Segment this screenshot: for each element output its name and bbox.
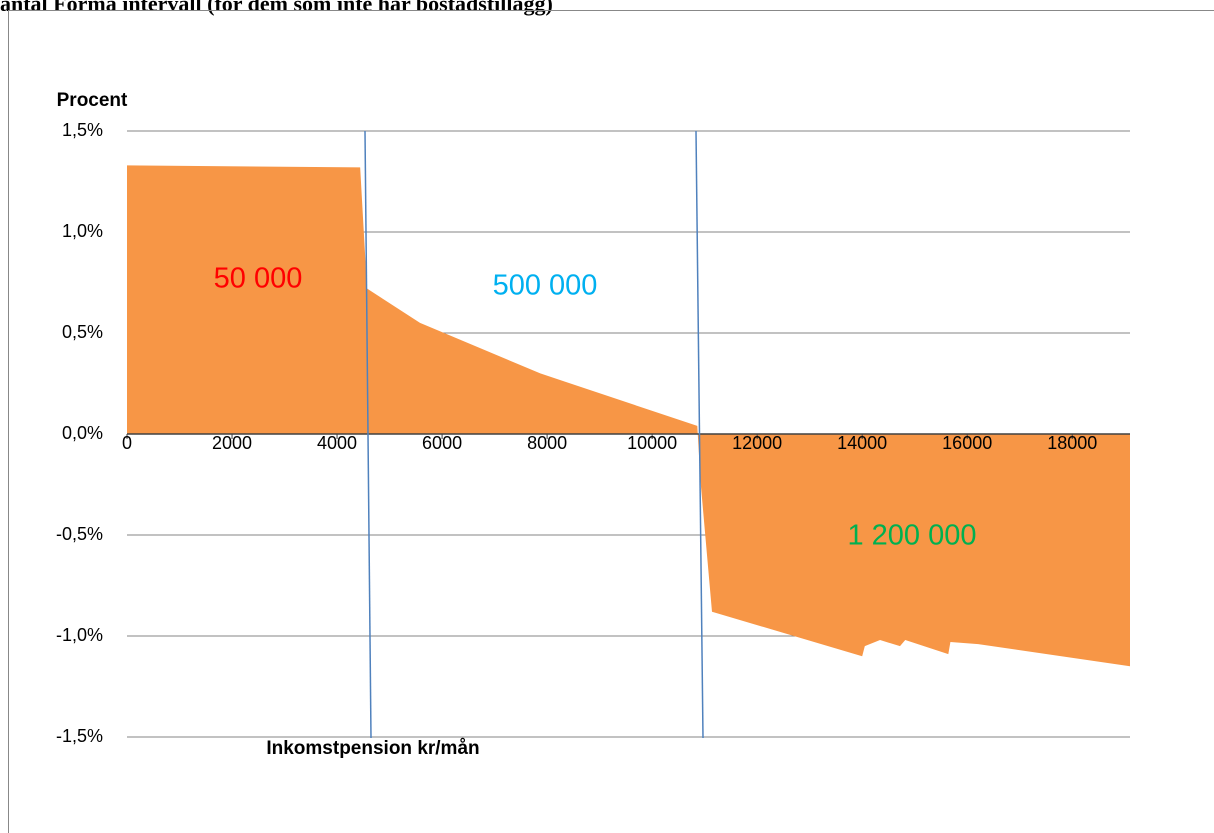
x-axis-title: Inkomstpension kr/mån bbox=[266, 738, 479, 759]
y-tick-label: 1,5% bbox=[62, 120, 103, 140]
y-tick-label: 1,0% bbox=[62, 221, 103, 241]
y-axis-title: Procent bbox=[57, 90, 128, 111]
x-tick-label: 18000 bbox=[1047, 433, 1097, 453]
x-tick-label: 6000 bbox=[422, 433, 462, 453]
annotation: 50 000 bbox=[214, 263, 303, 295]
x-tick-label: 10000 bbox=[627, 433, 677, 453]
x-tick-label: 4000 bbox=[317, 433, 357, 453]
plot-area: -1,5% -1,0% -0,5% 0,0% 0,5% 1,0% 1,5% 0 2000 4000… bbox=[56, 120, 1130, 746]
chart-title: antal Forma intervall (för dem som inte … bbox=[0, 0, 553, 16]
boundary-line bbox=[695, 130, 704, 739]
x-tick-label: 8000 bbox=[527, 433, 567, 453]
y-tick-label: 0,5% bbox=[62, 322, 103, 342]
area bbox=[127, 165, 1130, 667]
annotation: 500 000 bbox=[493, 270, 598, 302]
x-tick-label: 14000 bbox=[837, 433, 887, 453]
x-tick-label: 2000 bbox=[212, 433, 252, 453]
x-tick-label: 16000 bbox=[942, 433, 992, 453]
y-tick-label: -1,0% bbox=[56, 625, 103, 645]
boundary-line bbox=[364, 130, 372, 739]
y-tick-label: 0,0% bbox=[62, 423, 103, 443]
x-tick-label: 12000 bbox=[732, 433, 782, 453]
x-tick-label: 0 bbox=[122, 433, 132, 453]
y-tick-label: -1,5% bbox=[56, 726, 103, 746]
annotation: 1 200 000 bbox=[847, 520, 976, 552]
chart-border bbox=[8, 10, 1214, 833]
y-tick-label: -0,5% bbox=[56, 524, 103, 544]
